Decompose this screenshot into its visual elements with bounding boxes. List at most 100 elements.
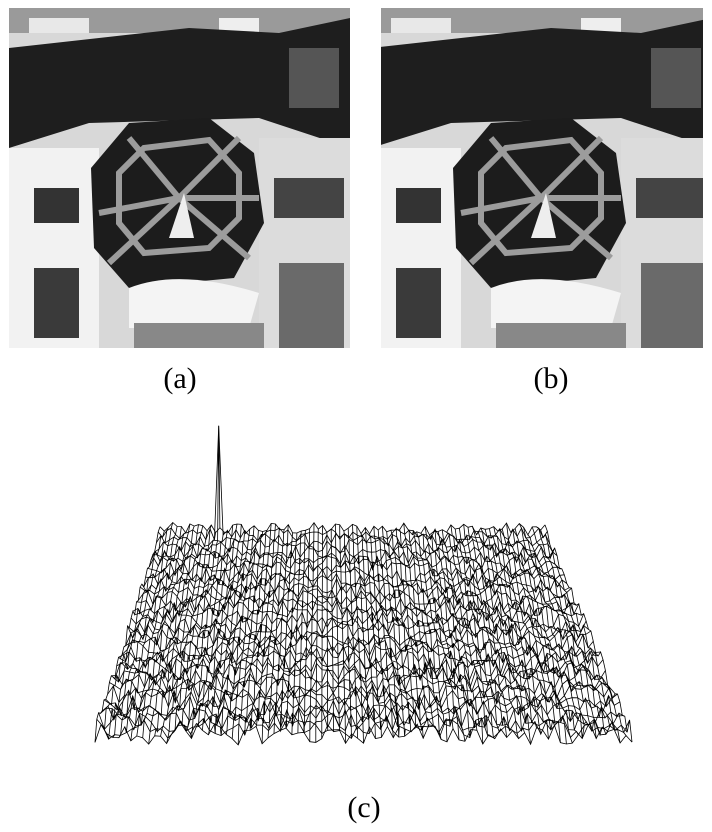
mesh-line — [291, 530, 302, 735]
mesh-line — [476, 530, 537, 728]
mesh-line — [330, 528, 335, 732]
mesh-line — [94, 526, 161, 743]
mesh-line — [309, 522, 315, 742]
mesh-line — [416, 531, 454, 729]
mesh-line — [544, 524, 633, 743]
mesh-line — [202, 523, 238, 731]
mesh-line — [373, 526, 394, 738]
mesh-line — [106, 526, 169, 740]
mesh-line — [231, 530, 259, 739]
mesh-line — [527, 534, 609, 735]
mesh-line — [484, 529, 549, 740]
mesh-line — [225, 525, 255, 735]
mesh-line — [321, 525, 323, 739]
mesh-line — [446, 531, 496, 740]
mesh-line — [285, 532, 298, 729]
mesh-line — [243, 530, 268, 736]
mesh-line — [255, 523, 276, 727]
mesh-line — [335, 523, 340, 731]
mesh-line — [454, 528, 508, 738]
mesh-line — [420, 533, 460, 740]
mesh-line — [360, 533, 376, 739]
mesh-line — [514, 528, 591, 726]
mesh-line — [394, 526, 424, 739]
mesh-line — [399, 529, 430, 727]
mesh-line — [510, 528, 585, 739]
surface-plot — [94, 425, 633, 746]
mesh-line — [356, 526, 370, 734]
mesh-line — [531, 526, 615, 730]
mesh-line — [429, 534, 472, 738]
mesh-line — [166, 524, 212, 744]
mesh-line — [343, 531, 352, 739]
mesh-line — [493, 526, 561, 743]
mesh-line — [424, 526, 466, 742]
mesh-line — [148, 524, 199, 745]
mesh-line — [412, 530, 448, 742]
mesh-line — [279, 532, 293, 733]
mesh-line — [154, 525, 204, 736]
mesh-line — [178, 425, 221, 726]
caption: (c) — [347, 791, 380, 824]
mesh-line — [100, 531, 165, 731]
mesh-line — [407, 529, 442, 740]
mesh-line — [540, 529, 627, 736]
mesh-line — [142, 525, 195, 738]
caption: (b) — [534, 362, 569, 395]
mesh-line — [315, 529, 319, 743]
mesh-line — [463, 524, 519, 739]
mesh-line — [249, 523, 272, 731]
mesh-line — [261, 527, 281, 744]
mesh-line — [459, 528, 513, 732]
mesh-line — [437, 531, 484, 745]
mesh-line — [364, 527, 382, 738]
mesh-line — [124, 526, 182, 733]
mesh-line — [273, 524, 289, 734]
mesh-line — [471, 526, 531, 745]
mesh-line — [237, 531, 264, 745]
mesh-line — [377, 529, 400, 738]
mesh-line — [441, 529, 489, 736]
mesh-line — [136, 523, 191, 736]
mesh-line — [112, 522, 174, 738]
image-a — [9, 8, 350, 348]
mesh-line — [480, 527, 543, 736]
mesh-line — [326, 532, 329, 731]
mesh-line — [506, 522, 579, 736]
mesh-line — [352, 524, 364, 744]
mesh-line — [160, 530, 208, 737]
mesh-line — [433, 528, 478, 731]
mesh-line — [190, 529, 229, 739]
mesh-line — [196, 525, 234, 727]
mesh-line — [450, 524, 502, 733]
mesh-line — [297, 530, 306, 734]
mesh-line — [386, 531, 412, 733]
mesh-line — [157, 425, 548, 542]
mesh-line — [339, 524, 346, 744]
mesh-line — [130, 532, 186, 741]
mesh-line — [303, 528, 311, 733]
mesh-line — [172, 532, 216, 733]
mesh-line — [518, 523, 597, 739]
mesh-line — [382, 526, 406, 737]
mesh-line — [219, 529, 251, 736]
mesh-line — [213, 530, 246, 734]
mesh-line — [467, 527, 525, 733]
mesh-line — [501, 528, 573, 744]
mesh-line — [403, 523, 436, 727]
mesh-line — [369, 533, 388, 727]
mesh-line — [489, 528, 555, 730]
mesh-line — [208, 524, 242, 735]
caption: (a) — [163, 362, 196, 395]
mesh-line — [523, 527, 603, 737]
mesh-line — [118, 526, 178, 738]
image-b — [371, 8, 712, 348]
mesh-line — [497, 527, 567, 745]
mesh-line — [184, 531, 225, 732]
mesh-line — [347, 528, 358, 739]
mesh-line — [267, 529, 285, 738]
mesh-line — [390, 530, 418, 728]
mesh-line — [536, 526, 621, 744]
